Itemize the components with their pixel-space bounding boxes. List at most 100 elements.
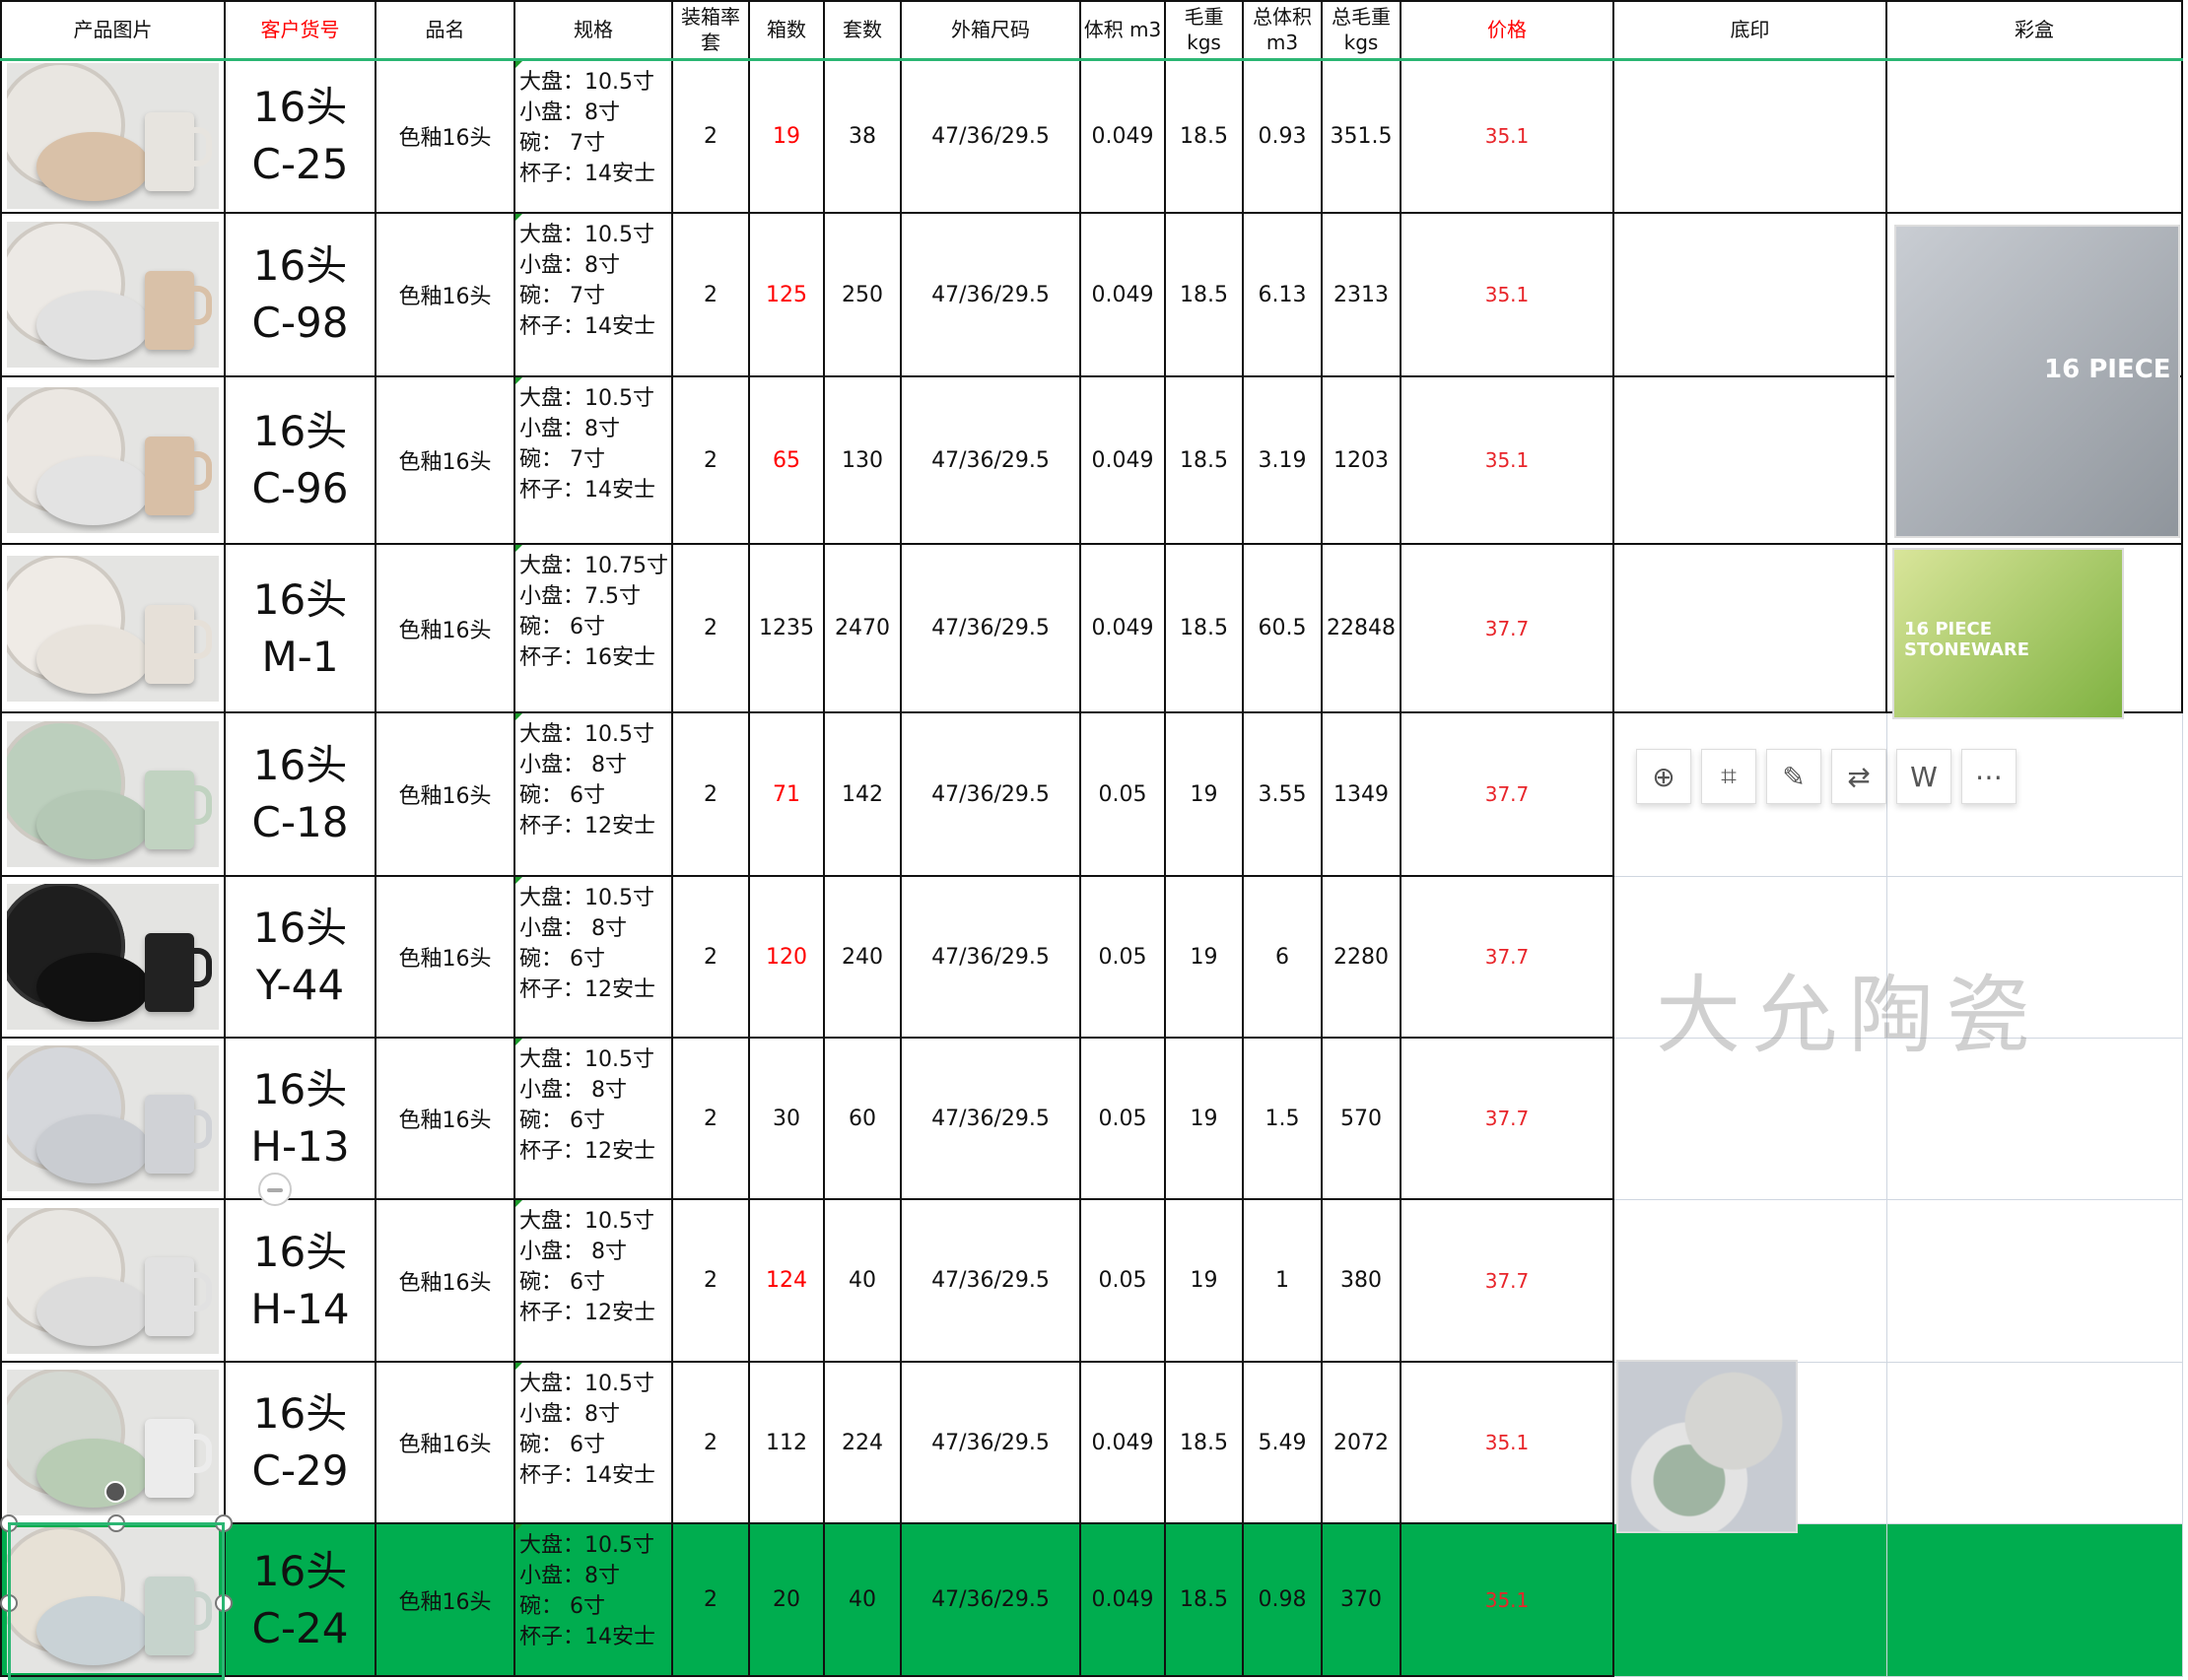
boxes-cell[interactable]: 19 bbox=[748, 58, 825, 214]
price-cell[interactable]: 37.7 bbox=[1400, 711, 1614, 877]
product-image-cell[interactable] bbox=[0, 711, 226, 877]
column-header[interactable]: 毛重 kgs bbox=[1164, 0, 1244, 61]
volume-cell[interactable]: 0.049 bbox=[1079, 1361, 1166, 1524]
resize-handle[interactable] bbox=[215, 1594, 233, 1612]
column-header[interactable]: 总体积 m3 bbox=[1242, 0, 1323, 61]
gross-weight-cell[interactable]: 18.5 bbox=[1164, 58, 1244, 214]
zoom-in-icon[interactable]: ⊕ bbox=[1636, 749, 1691, 804]
gross-weight-cell[interactable]: 18.5 bbox=[1164, 543, 1244, 713]
pack-rate-cell[interactable]: 2 bbox=[671, 543, 750, 713]
price-cell[interactable]: 35.1 bbox=[1400, 1522, 1614, 1677]
customer-code-cell[interactable]: 16头 C-18 bbox=[224, 711, 376, 877]
bottom-stamp-cell[interactable] bbox=[1612, 58, 1887, 214]
product-image-cell[interactable] bbox=[0, 1037, 226, 1200]
crop-icon[interactable]: ⌗ bbox=[1701, 749, 1756, 804]
bottom-stamp-image[interactable] bbox=[1616, 1360, 1798, 1533]
resize-handle[interactable] bbox=[215, 1514, 233, 1532]
price-cell[interactable]: 37.7 bbox=[1400, 1037, 1614, 1200]
price-cell[interactable]: 37.7 bbox=[1400, 875, 1614, 1039]
column-header[interactable]: 总毛重 kgs bbox=[1321, 0, 1402, 61]
customer-code-cell[interactable]: 16头 C-29 bbox=[224, 1361, 376, 1524]
customer-code-cell[interactable]: 16头 C-24 bbox=[224, 1522, 376, 1677]
total-volume-cell[interactable]: 6.13 bbox=[1242, 212, 1323, 377]
boxes-cell[interactable]: 30 bbox=[748, 1037, 825, 1200]
bottom-stamp-cell[interactable] bbox=[1612, 543, 1887, 713]
gross-weight-cell[interactable]: 18.5 bbox=[1164, 1361, 1244, 1524]
bottom-stamp-cell[interactable] bbox=[1612, 1037, 1887, 1200]
pack-rate-cell[interactable]: 2 bbox=[671, 1198, 750, 1363]
product-photo[interactable] bbox=[7, 1207, 219, 1354]
resize-handle[interactable] bbox=[107, 1514, 125, 1532]
volume-cell[interactable]: 0.049 bbox=[1079, 1522, 1166, 1677]
product-name-cell[interactable]: 色釉16头 bbox=[375, 375, 515, 545]
column-header[interactable]: 价格 bbox=[1400, 0, 1614, 61]
customer-code-cell[interactable]: 16头 C-25 bbox=[224, 58, 376, 214]
column-header[interactable]: 底印 bbox=[1612, 0, 1887, 61]
pack-rate-cell[interactable]: 2 bbox=[671, 711, 750, 877]
column-header[interactable]: 彩盒 bbox=[1885, 0, 2183, 61]
carton-size-cell[interactable]: 47/36/29.5 bbox=[900, 1198, 1081, 1363]
product-image-cell[interactable] bbox=[0, 212, 226, 377]
product-name-cell[interactable]: 色釉16头 bbox=[375, 543, 515, 713]
carton-size-cell[interactable]: 47/36/29.5 bbox=[900, 58, 1081, 214]
product-photo[interactable] bbox=[7, 1370, 219, 1515]
carton-size-cell[interactable]: 47/36/29.5 bbox=[900, 212, 1081, 377]
spec-cell[interactable]: 大盘：10.5寸 小盘：8寸 碗： 7寸 杯子：14安士 bbox=[513, 212, 673, 377]
column-header[interactable]: 箱数 bbox=[748, 0, 825, 61]
product-image-cell[interactable] bbox=[0, 543, 226, 713]
gross-weight-cell[interactable]: 18.5 bbox=[1164, 1522, 1244, 1677]
spec-cell[interactable]: 大盘：10.5寸 小盘：8寸 碗： 7寸 杯子：14安士 bbox=[513, 58, 673, 214]
product-image-cell[interactable] bbox=[0, 1198, 226, 1363]
spec-cell[interactable]: 大盘：10.5寸 小盘：8寸 碗： 7寸 杯子：14安士 bbox=[513, 375, 673, 545]
spec-cell[interactable]: 大盘：10.5寸 小盘：8寸 碗： 6寸 杯子：14安士 bbox=[513, 1522, 673, 1677]
boxes-cell[interactable]: 71 bbox=[748, 711, 825, 877]
carton-size-cell[interactable]: 47/36/29.5 bbox=[900, 711, 1081, 877]
gross-weight-cell[interactable]: 19 bbox=[1164, 711, 1244, 877]
product-name-cell[interactable]: 色釉16头 bbox=[375, 212, 515, 377]
total-volume-cell[interactable]: 60.5 bbox=[1242, 543, 1323, 713]
volume-cell[interactable]: 0.05 bbox=[1079, 1198, 1166, 1363]
total-gross-weight-cell[interactable]: 22848 bbox=[1321, 543, 1402, 713]
customer-code-cell[interactable]: 16头 H-13 bbox=[224, 1037, 376, 1200]
gross-weight-cell[interactable]: 18.5 bbox=[1164, 375, 1244, 545]
product-name-cell[interactable]: 色釉16头 bbox=[375, 58, 515, 214]
column-header[interactable]: 客户货号 bbox=[224, 0, 376, 61]
product-image-cell[interactable] bbox=[0, 1361, 226, 1524]
customer-code-cell[interactable]: 16头 C-96 bbox=[224, 375, 376, 545]
boxes-cell[interactable]: 124 bbox=[748, 1198, 825, 1363]
price-cell[interactable]: 35.1 bbox=[1400, 1361, 1614, 1524]
spec-cell[interactable]: 大盘：10.5寸 小盘： 8寸 碗： 6寸 杯子：12安士 bbox=[513, 875, 673, 1039]
product-photo[interactable] bbox=[7, 1526, 219, 1673]
product-name-cell[interactable]: 色釉16头 bbox=[375, 1361, 515, 1524]
customer-code-cell[interactable]: 16头 Y-44 bbox=[224, 875, 376, 1039]
total-volume-cell[interactable]: 6 bbox=[1242, 875, 1323, 1039]
bottom-stamp-cell[interactable] bbox=[1612, 1198, 1887, 1363]
customer-code-cell[interactable]: 16头 M-1 bbox=[224, 543, 376, 713]
spec-cell[interactable]: 大盘：10.5寸 小盘：8寸 碗： 6寸 杯子：14安士 bbox=[513, 1361, 673, 1524]
color-box-image-green[interactable]: 16 PIECE STONEWARE bbox=[1892, 548, 2124, 719]
carton-size-cell[interactable]: 47/36/29.5 bbox=[900, 1522, 1081, 1677]
product-photo[interactable] bbox=[7, 222, 219, 368]
total-gross-weight-cell[interactable]: 351.5 bbox=[1321, 58, 1402, 214]
boxes-cell[interactable]: 20 bbox=[748, 1522, 825, 1677]
image-to-word-icon[interactable]: W bbox=[1896, 749, 1951, 804]
boxes-cell[interactable]: 120 bbox=[748, 875, 825, 1039]
pack-rate-cell[interactable]: 2 bbox=[671, 212, 750, 377]
pack-rate-cell[interactable]: 2 bbox=[671, 58, 750, 214]
product-image-cell[interactable] bbox=[0, 58, 226, 214]
color-box-cell[interactable] bbox=[1885, 1198, 2183, 1363]
price-cell[interactable]: 35.1 bbox=[1400, 375, 1614, 545]
volume-cell[interactable]: 0.05 bbox=[1079, 711, 1166, 877]
total-volume-cell[interactable]: 1 bbox=[1242, 1198, 1323, 1363]
volume-cell[interactable]: 0.049 bbox=[1079, 375, 1166, 545]
volume-cell[interactable]: 0.049 bbox=[1079, 212, 1166, 377]
total-gross-weight-cell[interactable]: 1203 bbox=[1321, 375, 1402, 545]
boxes-cell[interactable]: 1235 bbox=[748, 543, 825, 713]
total-gross-weight-cell[interactable]: 370 bbox=[1321, 1522, 1402, 1677]
color-box-cell[interactable] bbox=[1885, 1522, 2183, 1677]
gross-weight-cell[interactable]: 19 bbox=[1164, 1198, 1244, 1363]
total-volume-cell[interactable]: 5.49 bbox=[1242, 1361, 1323, 1524]
product-name-cell[interactable]: 色釉16头 bbox=[375, 1198, 515, 1363]
edit-image-icon[interactable]: ✎ bbox=[1766, 749, 1821, 804]
pack-rate-cell[interactable]: 2 bbox=[671, 1522, 750, 1677]
